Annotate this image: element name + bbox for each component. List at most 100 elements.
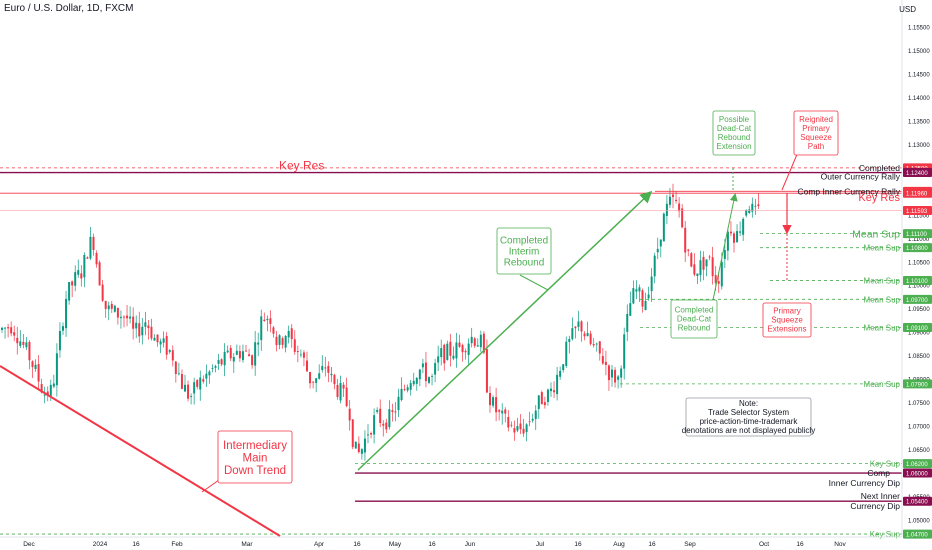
candle-body <box>424 362 427 382</box>
candle-body <box>37 364 40 382</box>
candle-body <box>187 384 190 399</box>
callout-box <box>762 302 812 338</box>
candle-body <box>708 256 711 258</box>
price-label-bg <box>903 322 932 332</box>
candle-body <box>367 434 369 436</box>
x-tick-label: Dec <box>23 541 35 548</box>
candle-body <box>684 227 687 253</box>
price-label-bg <box>903 468 932 478</box>
x-tick-label: 16 <box>353 541 361 548</box>
candle-body <box>611 369 613 378</box>
candle-body <box>330 373 333 376</box>
candle-body <box>315 378 318 383</box>
candle-body <box>199 377 202 390</box>
candle-body <box>672 194 674 198</box>
candle-body <box>406 387 409 391</box>
candle-body <box>656 248 659 253</box>
candle-body <box>449 341 452 356</box>
candle-body <box>717 281 720 284</box>
level-label: Next Inner <box>861 491 900 501</box>
candle-body <box>156 334 159 343</box>
candle-body <box>440 348 443 358</box>
candle-body <box>559 370 562 377</box>
candle-body <box>260 316 263 341</box>
x-tick-label: Feb <box>171 541 183 548</box>
candle-body <box>13 332 16 336</box>
candle-body <box>241 351 244 361</box>
candle-body <box>180 374 183 389</box>
candle-body <box>641 290 644 307</box>
candle-body <box>485 349 488 393</box>
candle-body <box>235 350 238 355</box>
callout-line: Down Trend <box>224 465 286 477</box>
candle-body <box>556 374 559 395</box>
candle-body <box>269 318 272 324</box>
y-tick-label: 1.14500 <box>908 72 930 78</box>
candle-body <box>49 384 52 396</box>
candle-body <box>531 418 534 421</box>
candle-body <box>226 350 229 353</box>
candle-body <box>626 313 629 332</box>
candle-body <box>388 409 391 428</box>
candle-body <box>46 391 49 396</box>
candle-body <box>431 376 434 377</box>
candle-body <box>150 326 153 339</box>
candle-body <box>159 341 162 345</box>
candle-body <box>10 327 13 334</box>
candle-body <box>92 236 95 250</box>
x-tick-label: Jul <box>536 541 545 548</box>
price-label: 1.10800 <box>906 246 928 252</box>
candle-body <box>123 316 125 318</box>
candle-body <box>321 366 324 370</box>
candle-body <box>19 341 22 346</box>
y-tick-label: 1.09000 <box>908 331 930 337</box>
candle-body <box>80 273 83 279</box>
candle-body <box>174 361 177 374</box>
candle-body <box>278 335 281 345</box>
candle-body <box>729 231 732 234</box>
level-label: Mean Sup <box>864 295 901 304</box>
candle-body <box>135 322 138 329</box>
candle-body <box>171 350 174 361</box>
x-tick-label: 16 <box>574 541 582 548</box>
candle-body <box>62 326 64 331</box>
candle-body <box>147 325 150 328</box>
x-tick-label: Sep <box>684 541 696 548</box>
level-label: Comp Inner Currency Rally <box>797 186 900 196</box>
candle-body <box>354 441 357 449</box>
candle-body <box>504 409 507 414</box>
callout-box <box>712 110 756 156</box>
candle-body <box>736 231 739 243</box>
x-tick-label: Mar <box>241 541 253 548</box>
candle-body <box>293 339 296 352</box>
candle-body <box>251 355 254 366</box>
candle-body <box>339 382 342 401</box>
callout-line: Possible <box>719 115 750 124</box>
price-label-bg <box>903 529 932 539</box>
x-tick-label: 2024 <box>93 541 108 548</box>
candle-body <box>415 377 418 384</box>
x-tick-label: Nov <box>834 541 846 548</box>
candle-body <box>662 213 665 242</box>
candle-body <box>391 410 394 412</box>
candle-body <box>739 231 742 233</box>
candle-body <box>519 423 522 430</box>
price-label-bg <box>903 496 932 506</box>
candle-body <box>220 359 223 365</box>
callout-box <box>217 430 293 484</box>
price-label-bg <box>903 205 932 215</box>
candle-body <box>510 424 513 426</box>
candle-body <box>89 236 92 259</box>
candle-body <box>31 361 34 368</box>
candle-body <box>263 319 266 322</box>
price-label-bg <box>903 243 932 253</box>
level-label: Mean Sup <box>852 229 900 241</box>
